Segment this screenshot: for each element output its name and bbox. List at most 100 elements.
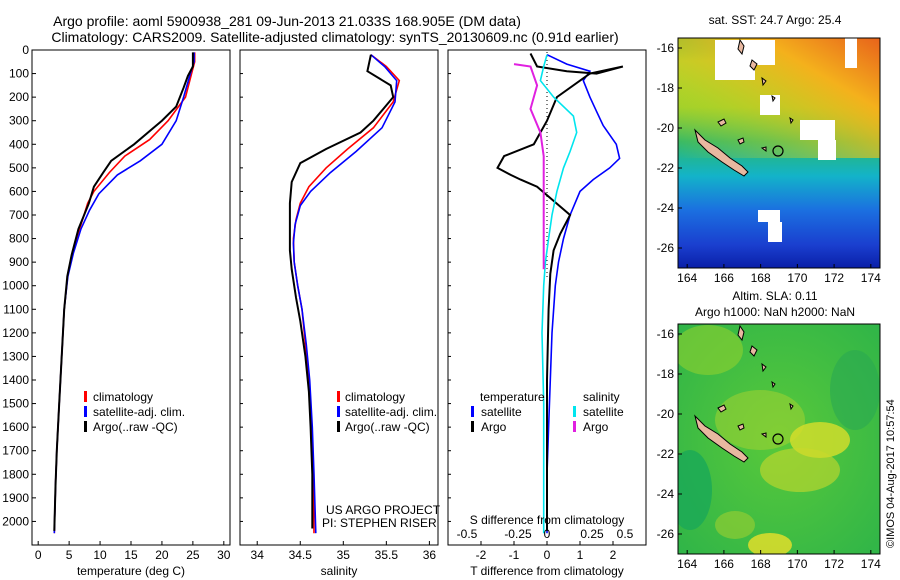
temperature-lines [53,52,196,534]
series-line-argo [288,54,395,529]
x-tick-label: 25 [186,548,200,562]
y-tick-label: 100 [9,67,29,81]
legend-marker-s-argo [573,421,576,432]
difference-lines [496,53,624,534]
map-y-tick-label: -18 [657,367,675,381]
legend-marker-satellite [84,406,87,417]
map-x-tick-label: 168 [751,271,771,285]
difference-axis: -2 -1 0 1 2 [448,49,617,562]
x-tick-label: -1 [509,548,520,562]
map-x-tick-label: 168 [751,557,771,571]
x-tick-label: 35.5 [375,548,399,562]
y-tick-label: 800 [9,232,29,246]
map-y-tick-label: -24 [657,487,675,501]
map-y-tick-label: -26 [657,241,675,255]
map-y-tick-label: -22 [657,447,675,461]
legend-marker-climatology [84,391,87,402]
x-tick-label: 10 [93,548,107,562]
y-tick-label: 1600 [2,420,29,434]
map-y-tick-label: -16 [657,41,675,55]
series-line-argo [53,52,194,531]
y-tick-label: 400 [9,137,29,151]
legend-label-s-satellite: satellite [583,405,624,419]
project-label: US ARGO PROJECT [326,503,441,517]
legend-label-t-argo: Argo [481,420,507,434]
pi-label: PI: STEPHEN RISER [322,516,437,530]
legend-marker-argo [84,421,87,432]
island-vanuatu [737,324,794,411]
y-tick-label: 1300 [2,349,29,363]
map-x-tick-label: 164 [677,557,697,571]
series-line-satellite [292,54,398,534]
difference-legend: temperature salinity satellite Argo sate… [471,390,624,434]
x-tick-label: 5 [66,548,73,562]
legend-label-satellite: satellite-adj. clim. [345,405,437,419]
s-difference-ticks: -0.5 -0.25 0 0.25 0.5 [457,527,634,541]
legend-label-climatology: climatology [93,390,153,404]
island-loyalty [717,404,767,438]
y-tick-label: 1200 [2,326,29,340]
x-tick-label: 20 [155,548,169,562]
legend-label-satellite: satellite-adj. clim. [93,405,185,419]
legend-label-argo: Argo(..raw -QC) [93,420,178,434]
salinity-axis: 34 34.5 35 35.5 36 [240,49,437,562]
series-line-s-satellite [539,54,578,534]
y-tick-label: 1800 [2,467,29,481]
sla-map-title-2: Argo h1000: NaN h2000: NaN [695,305,855,319]
s-difference-label: S difference from climatology [470,513,625,527]
x-tick-label: -2 [476,548,487,562]
x-tick-label: 2 [610,548,617,562]
s-tick-label: -0.5 [457,527,478,541]
sst-map-title: sat. SST: 24.7 Argo: 25.4 [709,13,842,27]
map-x-tick-label: 170 [787,271,807,285]
t-difference-label: T difference from climatology [470,564,624,578]
x-tick-label: 0 [544,548,551,562]
island-vanuatu [737,38,794,125]
map-x-tick-label: 166 [714,271,734,285]
y-tick-label: 1500 [2,397,29,411]
new-caledonia-land [694,414,749,463]
map-x-tick-label: 174 [861,271,881,285]
legend-marker-argo [337,421,340,432]
map-y-tick-label: -16 [657,327,675,341]
legend-label-argo: Argo(..raw -QC) [345,420,430,434]
y-tick-label: 900 [9,255,29,269]
temperature-xlabel: temperature (deg C) [77,564,185,578]
y-tick-label: 300 [9,114,29,128]
map-x-tick-label: 172 [824,557,844,571]
argo-location-marker [772,145,784,157]
y-tick-label: 0 [22,43,29,57]
imos-credit: ©IMOS 04-Aug-2017 10:57:54 [885,399,897,548]
legend-title-temperature: temperature [480,390,545,404]
map-y-tick-label: -26 [657,527,675,541]
map-x-tick-label: 170 [787,557,807,571]
y-tick-label: 1700 [2,444,29,458]
s-tick-label: 0 [544,527,551,541]
title-line-1: Argo profile: aoml 5900938_281 09-Jun-20… [53,13,521,29]
x-tick-label: 36 [423,548,437,562]
map-y-tick-label: -22 [657,161,675,175]
s-tick-label: 0.25 [580,527,604,541]
salinity-legend: climatology satellite-adj. clim. Argo(..… [337,390,437,434]
legend-label-t-satellite: satellite [481,405,522,419]
sst-missing-data [715,38,857,242]
sla-map-frame [677,323,881,555]
y-tick-label: 1400 [2,373,29,387]
series-line-t-argo [496,53,624,531]
legend-label-climatology: climatology [345,390,405,404]
legend-marker-t-argo [471,421,474,432]
y-tick-label: 700 [9,208,29,222]
y-tick-label: 1100 [3,302,29,316]
new-caledonia-land [694,128,749,177]
y-tick-label: 600 [9,184,29,198]
depth-axis: 0 100 200 300 400 500 600 700 800 900 1000 1100 1200… [2,43,36,528]
y-tick-label: 2000 [2,514,29,528]
s-tick-label: -0.25 [504,527,532,541]
sst-map-frame [677,37,881,269]
island-loyalty [717,118,767,152]
x-tick-label: 1 [577,548,584,562]
y-tick-label: 1900 [2,491,29,505]
sla-map: Altim. SLA: 0.11 Argo h1000: NaN h2000: … [657,289,881,571]
legend-marker-t-satellite [471,406,474,417]
sst-map: sat. SST: 24.7 Argo: 25.4 164 166 168 170 17… [657,13,881,285]
